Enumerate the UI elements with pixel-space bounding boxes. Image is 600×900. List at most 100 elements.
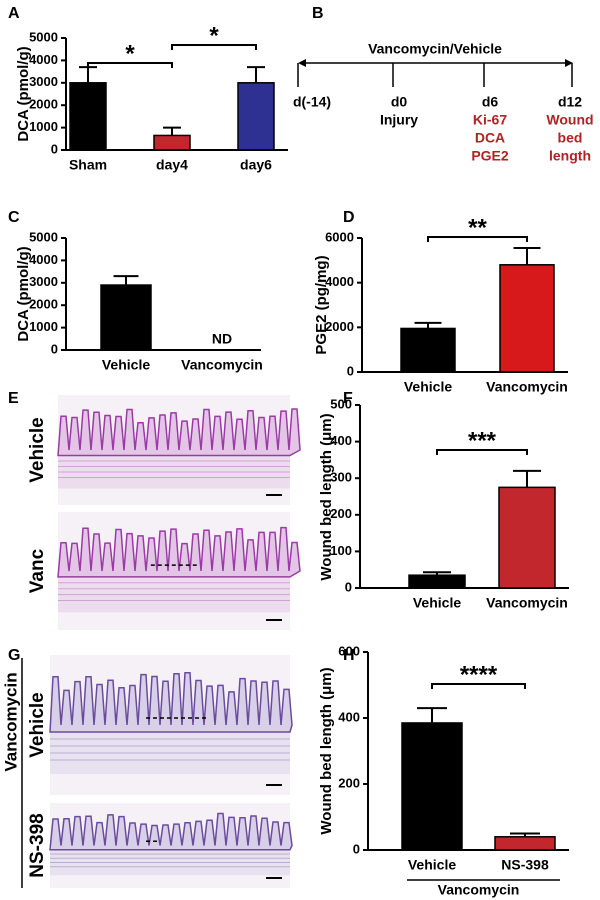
error-bar bbox=[163, 126, 181, 136]
significance-bracket bbox=[436, 449, 528, 455]
significance-bracket bbox=[431, 683, 526, 689]
timeline-note: bed bbox=[558, 130, 583, 146]
panel-letter: D bbox=[343, 209, 355, 226]
x-tick-label: day4 bbox=[156, 157, 188, 173]
panel-letter: C bbox=[8, 209, 20, 226]
error-bar bbox=[513, 247, 541, 265]
y-tick-label: 0 bbox=[347, 363, 354, 378]
timeline-note: Injury bbox=[380, 112, 418, 128]
x-tick-label: Vehicle bbox=[408, 857, 456, 873]
x-tick-label: Vehicle bbox=[413, 595, 461, 611]
mucosa bbox=[49, 812, 293, 851]
timeline-day: d(-14) bbox=[293, 94, 331, 110]
y-tick-label: 4000 bbox=[325, 274, 354, 289]
significance-label: *** bbox=[468, 427, 497, 454]
y-tick-label: 4000 bbox=[29, 252, 58, 267]
y-tick-label: 200 bbox=[338, 775, 360, 790]
y-tick-label: 2000 bbox=[325, 319, 354, 334]
timeline-note: length bbox=[549, 148, 591, 164]
error-bar bbox=[113, 275, 139, 286]
y-tick-label: 4000 bbox=[29, 52, 58, 67]
timeline-note: Wound bbox=[546, 112, 593, 128]
error-bar bbox=[247, 66, 265, 83]
bar bbox=[153, 134, 191, 151]
row-label: NS-398 bbox=[27, 813, 48, 877]
y-axis-label: Wound bed length (μm) bbox=[318, 413, 335, 580]
y-axis-label: Wound bed length (μm) bbox=[318, 667, 335, 834]
y-tick-label: 100 bbox=[330, 543, 352, 558]
error-bar bbox=[510, 832, 540, 837]
mucosa bbox=[49, 672, 293, 733]
y-tick-label: 0 bbox=[51, 341, 58, 356]
y-tick-label: 3000 bbox=[29, 274, 58, 289]
significance-label: ** bbox=[468, 214, 487, 241]
y-axis-label: DCA (pmol/g) bbox=[15, 46, 32, 141]
timeline-note: DCA bbox=[475, 130, 505, 146]
row-label: Vehicle bbox=[27, 417, 48, 483]
x-tick-label: Sham bbox=[69, 157, 107, 173]
y-tick-label: 400 bbox=[330, 433, 352, 448]
significance-bracket bbox=[87, 62, 173, 68]
x-tick-label: Vehicle bbox=[404, 379, 452, 395]
error-bar bbox=[423, 571, 451, 576]
row-label: Vehicle bbox=[27, 692, 48, 758]
x-tick-label: Vancomycin bbox=[486, 595, 568, 611]
bar bbox=[69, 82, 107, 151]
x-tick-label: NS-398 bbox=[501, 857, 549, 873]
timeline-note: PGE2 bbox=[471, 148, 509, 164]
timeline-note: Ki-67 bbox=[473, 112, 507, 128]
bar bbox=[499, 264, 555, 373]
y-tick-label: 0 bbox=[345, 579, 352, 594]
significance-bracket bbox=[171, 44, 257, 50]
mucosa bbox=[57, 408, 301, 457]
histology-image bbox=[57, 395, 301, 505]
bar bbox=[237, 82, 275, 151]
error-bar bbox=[513, 469, 541, 488]
y-tick-label: 1000 bbox=[29, 319, 58, 334]
timeline-day: d12 bbox=[558, 94, 582, 110]
significance-label: * bbox=[209, 22, 219, 49]
y-tick-label: 5000 bbox=[29, 29, 58, 44]
y-tick-label: 3000 bbox=[29, 74, 58, 89]
bar bbox=[408, 574, 466, 589]
y-tick-label: 2000 bbox=[29, 97, 58, 112]
value-label: ND bbox=[212, 331, 232, 347]
x-tick-label: day6 bbox=[240, 157, 272, 173]
x-tick-label: Vehicle bbox=[102, 357, 150, 373]
y-tick-label: 300 bbox=[330, 470, 352, 485]
significance-label: * bbox=[125, 40, 135, 67]
x-tick-label: Vancomycin bbox=[486, 379, 568, 395]
error-bar bbox=[417, 707, 447, 723]
panel-letter: E bbox=[8, 390, 19, 407]
y-axis-label: DCA (pmol/g) bbox=[15, 246, 32, 341]
y-tick-label: 1000 bbox=[29, 119, 58, 134]
error-bar bbox=[414, 321, 442, 329]
row-label: Vanc bbox=[27, 548, 48, 593]
y-tick-label: 5000 bbox=[29, 229, 58, 244]
submucosa bbox=[50, 849, 290, 876]
bar bbox=[401, 722, 463, 851]
histology-image bbox=[49, 803, 293, 888]
y-tick-label: 0 bbox=[51, 141, 58, 156]
panel-letter: A bbox=[8, 5, 20, 22]
mucosa bbox=[57, 526, 301, 578]
y-tick-label: 0 bbox=[353, 841, 360, 856]
timeline-day: d6 bbox=[482, 94, 499, 110]
error-bar bbox=[79, 66, 97, 83]
y-tick-label: 6000 bbox=[325, 229, 354, 244]
panel-letter: G bbox=[8, 647, 20, 664]
bar bbox=[494, 836, 556, 851]
arrow-left bbox=[298, 59, 306, 67]
panel-letter: B bbox=[312, 5, 324, 22]
y-tick-label: 400 bbox=[338, 709, 360, 724]
timeline-title: Vancomycin/Vehicle bbox=[368, 41, 502, 57]
panel-letter: H bbox=[343, 647, 355, 664]
bar bbox=[100, 284, 152, 351]
panel-letter: F bbox=[343, 390, 353, 407]
submucosa bbox=[58, 576, 290, 613]
histology-image bbox=[57, 512, 301, 630]
submucosa bbox=[58, 455, 290, 489]
y-tick-label: 500 bbox=[330, 396, 352, 411]
x-tick-label: Vancomycin bbox=[181, 357, 263, 373]
